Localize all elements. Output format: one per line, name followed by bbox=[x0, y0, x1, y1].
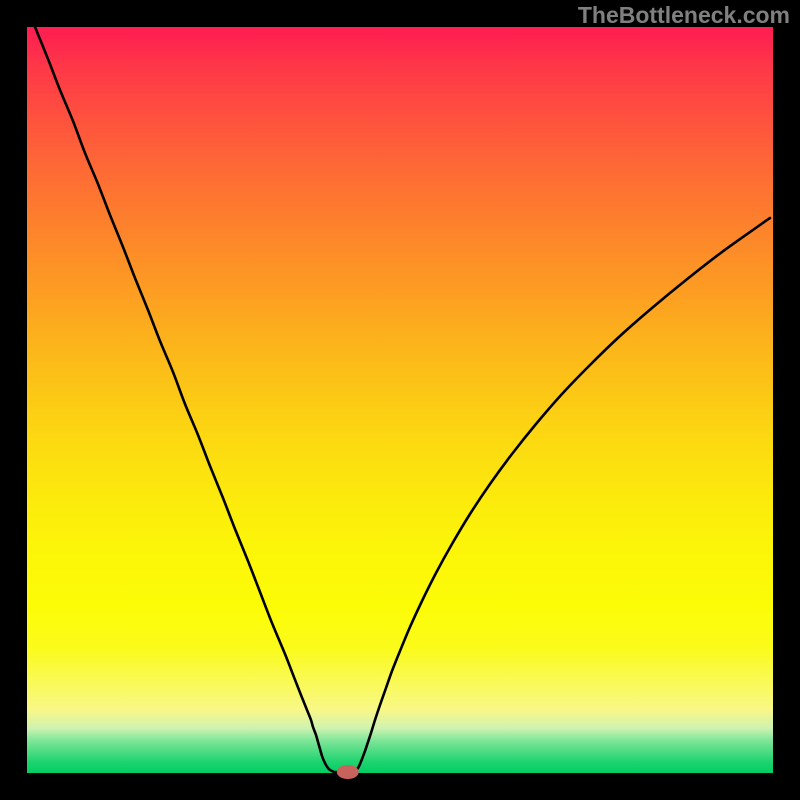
watermark-text: TheBottleneck.com bbox=[578, 2, 790, 29]
plot-area bbox=[27, 27, 773, 773]
bottleneck-chart bbox=[0, 0, 800, 800]
minimum-marker bbox=[337, 765, 359, 779]
